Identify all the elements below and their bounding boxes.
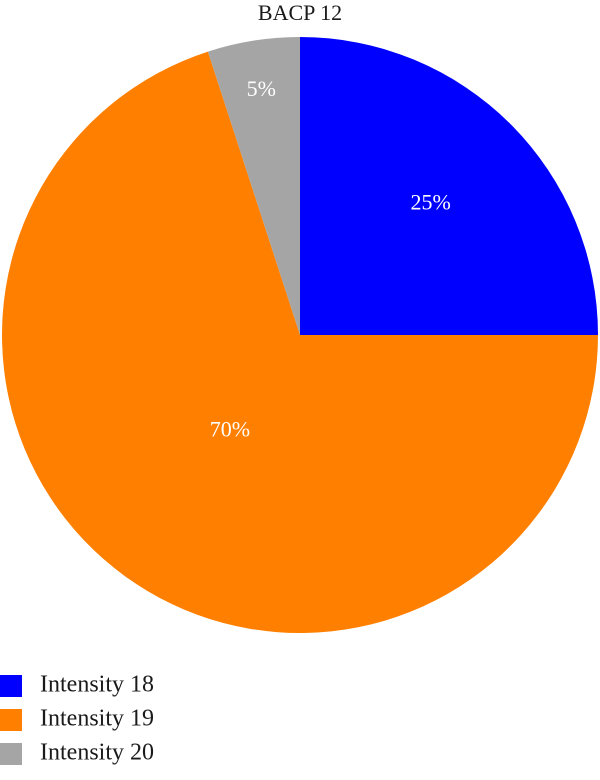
legend-swatch (0, 675, 22, 697)
legend-label: Intensity 19 (40, 706, 154, 732)
slice-value-label: 5% (247, 76, 276, 101)
legend-label: Intensity 20 (40, 740, 154, 766)
legend-swatch (0, 709, 22, 731)
slice-value-label: 70% (210, 416, 250, 441)
legend-item: Intensity 18 (0, 672, 154, 698)
legend-swatch (0, 743, 22, 765)
pie-slices (1, 37, 598, 634)
legend-label: Intensity 18 (40, 672, 154, 698)
chart-title: BACP 12 (258, 0, 342, 25)
legend: Intensity 18 Intensity 19 Intensity 20 (0, 672, 154, 766)
legend-item: Intensity 20 (0, 740, 154, 766)
pie-slice-intensity-20 (207, 37, 300, 335)
pie-slice-intensity-19 (1, 51, 598, 634)
slice-labels: 25% 70% 5% (210, 76, 451, 442)
slice-value-label: 25% (410, 189, 450, 214)
legend-item: Intensity 19 (0, 706, 154, 732)
pie-slice-intensity-18 (300, 37, 598, 335)
